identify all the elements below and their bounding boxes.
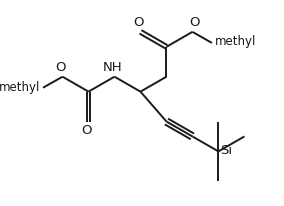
Text: Si: Si <box>220 144 233 157</box>
Text: O: O <box>133 16 144 29</box>
Text: O: O <box>56 61 66 74</box>
Text: O: O <box>189 16 199 29</box>
Text: NH: NH <box>103 61 123 74</box>
Text: methyl: methyl <box>214 35 256 48</box>
Text: methyl: methyl <box>0 81 40 94</box>
Text: O: O <box>82 124 92 137</box>
